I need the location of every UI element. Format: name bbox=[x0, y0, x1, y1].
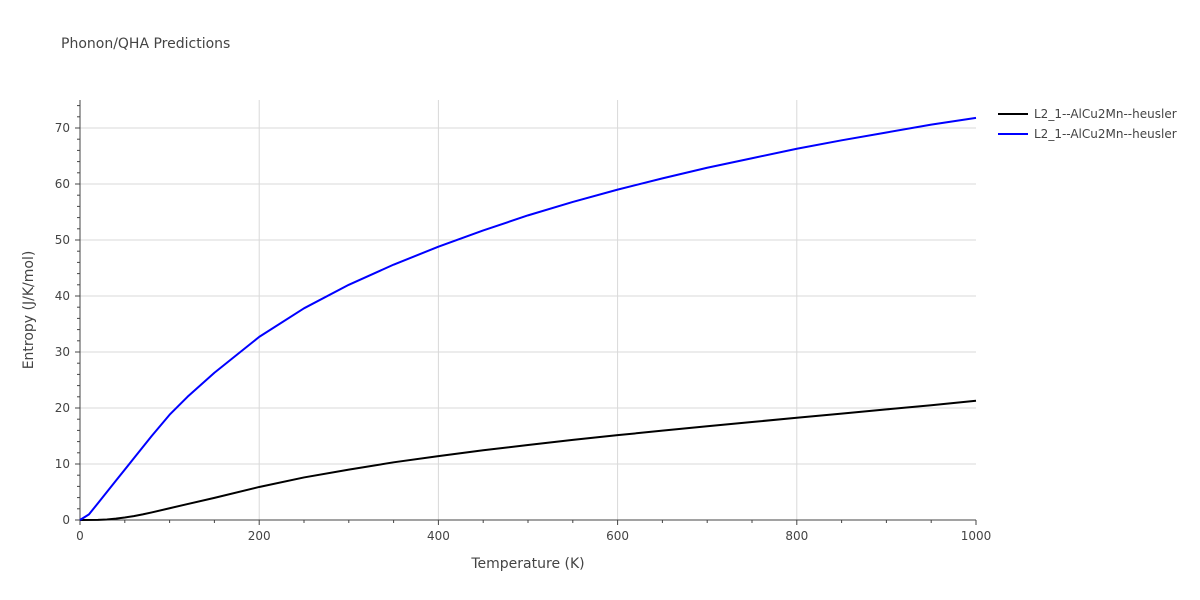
grid-lines bbox=[80, 100, 976, 520]
legend-swatch-series-1 bbox=[998, 113, 1028, 115]
x-axis-title: Temperature (K) bbox=[470, 556, 584, 572]
chart-title: Phonon/QHA Predictions bbox=[61, 36, 231, 52]
tick-labels: 0 10 20 30 40 50 60 70 0 200 400 600 800 1000 bbox=[55, 121, 992, 543]
axes bbox=[75, 100, 977, 525]
x-tick-label: 1000 bbox=[961, 529, 992, 543]
x-tick-label: 800 bbox=[785, 529, 808, 543]
x-tick-label: 600 bbox=[606, 529, 629, 543]
legend-label-series-1: L2_1--AlCu2Mn--heusler bbox=[1034, 107, 1177, 121]
y-axis-title: Entropy (J/K/mol) bbox=[21, 251, 37, 370]
x-tick-label: 200 bbox=[248, 529, 271, 543]
x-tick-label: 400 bbox=[427, 529, 450, 543]
y-tick-label: 20 bbox=[55, 401, 70, 415]
legend-item-series-2[interactable]: L2_1--AlCu2Mn--heusler bbox=[998, 124, 1177, 144]
series-lines bbox=[79, 116, 977, 521]
series-line-2[interactable] bbox=[79, 116, 977, 521]
y-tick-label: 60 bbox=[55, 177, 70, 191]
legend[interactable]: L2_1--AlCu2Mn--heusler L2_1--AlCu2Mn--he… bbox=[998, 104, 1177, 144]
legend-swatch-series-2 bbox=[998, 133, 1028, 135]
legend-label-series-2: L2_1--AlCu2Mn--heusler bbox=[1034, 127, 1177, 141]
series-line-1[interactable] bbox=[79, 399, 977, 521]
y-tick-label: 40 bbox=[55, 289, 70, 303]
x-tick-label: 0 bbox=[76, 529, 84, 543]
y-tick-label: 10 bbox=[55, 457, 70, 471]
y-tick-label: 30 bbox=[55, 345, 70, 359]
legend-item-series-1[interactable]: L2_1--AlCu2Mn--heusler bbox=[998, 104, 1177, 124]
y-tick-label: 50 bbox=[55, 233, 70, 247]
y-tick-label: 0 bbox=[62, 513, 70, 527]
y-tick-label: 70 bbox=[55, 121, 70, 135]
